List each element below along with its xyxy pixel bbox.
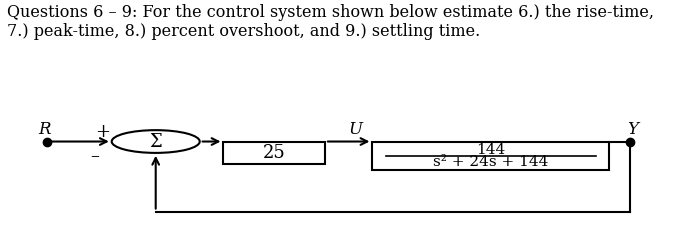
Text: Y: Y [628, 121, 638, 138]
Text: s² + 24s + 144: s² + 24s + 144 [433, 155, 548, 169]
Text: 144: 144 [476, 143, 506, 157]
Text: R: R [38, 121, 50, 138]
FancyBboxPatch shape [372, 141, 609, 170]
Text: –: – [90, 148, 100, 165]
Text: +: + [95, 123, 110, 141]
Text: U: U [349, 121, 362, 138]
Text: Questions 6 – 9: For the control system shown below estimate 6.) the rise-time,
: Questions 6 – 9: For the control system … [7, 4, 654, 41]
FancyBboxPatch shape [223, 141, 325, 164]
Text: Σ: Σ [150, 132, 162, 150]
Text: 25: 25 [263, 144, 286, 162]
